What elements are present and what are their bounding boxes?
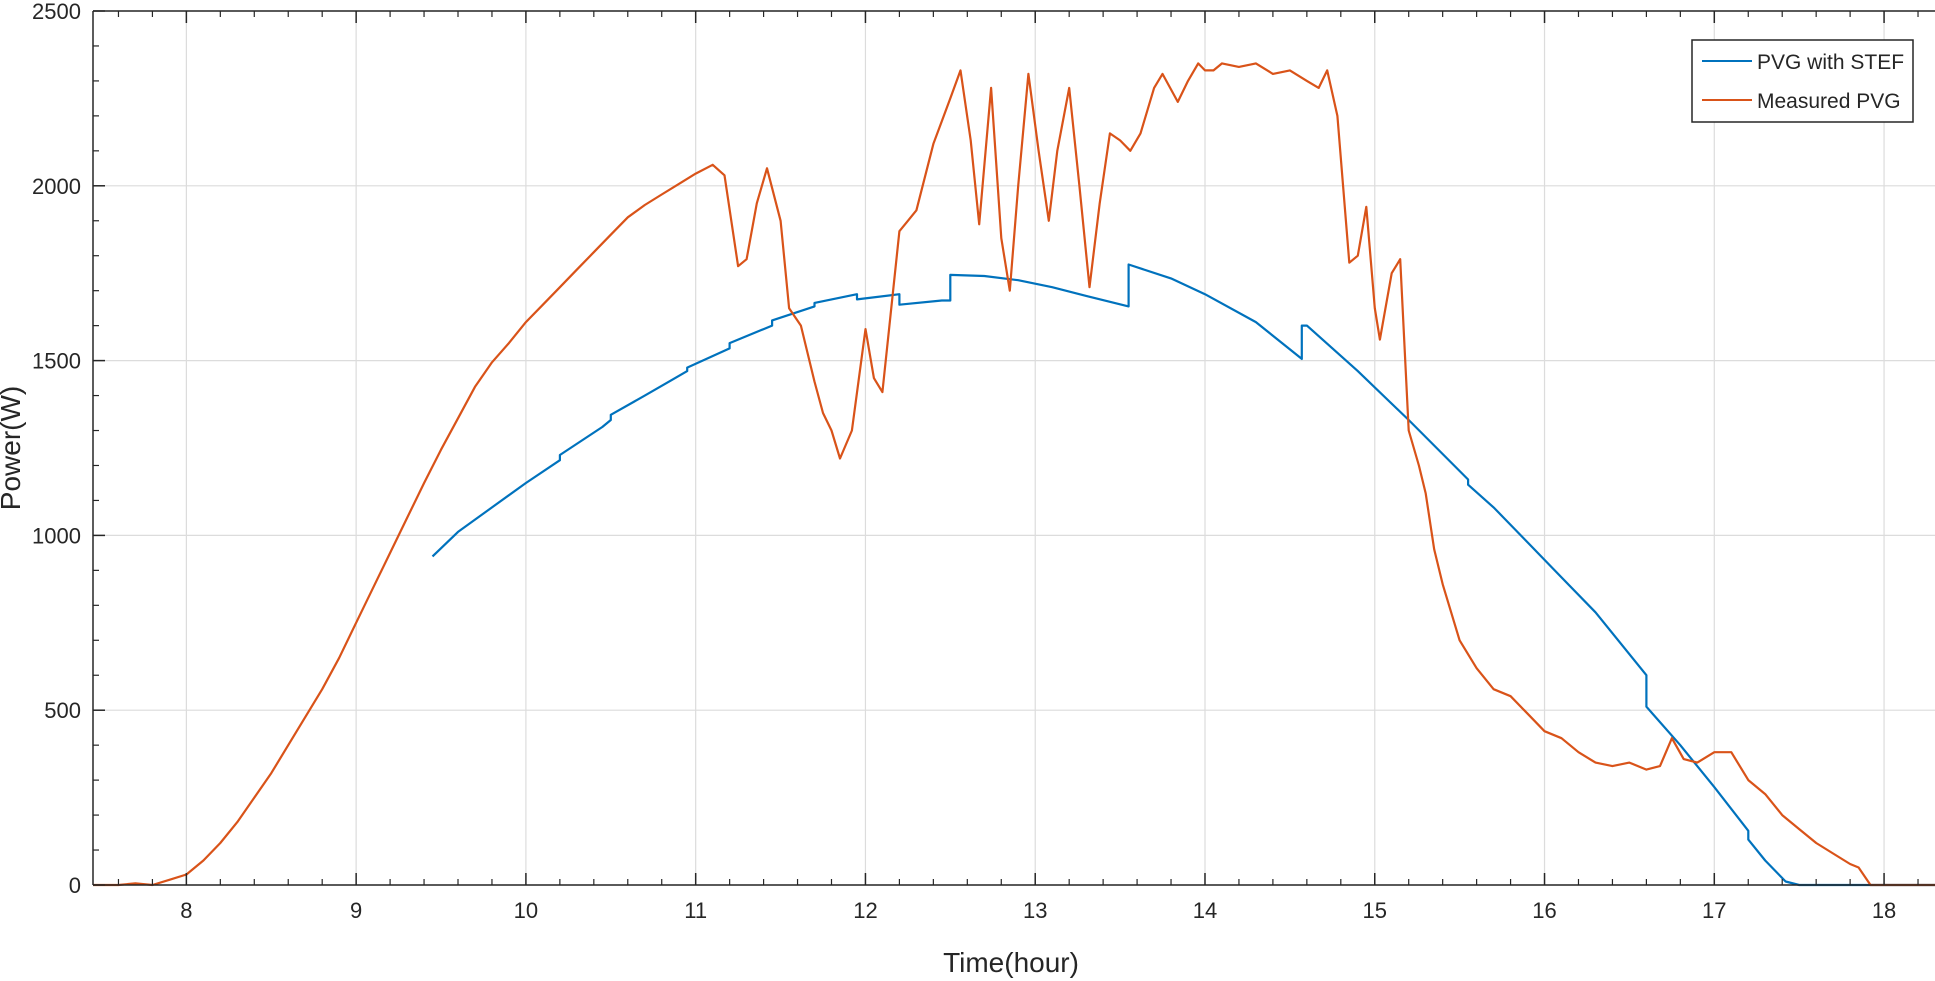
- x-tick-label: 11: [684, 898, 707, 923]
- y-tick-label: 0: [69, 873, 81, 898]
- y-tick-label: 2500: [32, 0, 81, 24]
- x-tick-label: 12: [853, 898, 877, 923]
- legend: PVG with STEF Measured PVG: [1691, 39, 1914, 123]
- x-tick-label: 16: [1532, 898, 1556, 923]
- x-tick-label: 18: [1872, 898, 1896, 923]
- axes: [92, 10, 1935, 886]
- x-tick-label: 10: [514, 898, 538, 923]
- y-tick-label: 500: [44, 698, 81, 723]
- y-axis-label: Power(W): [0, 386, 26, 510]
- legend-label-measured-pvg: Measured PVG: [1757, 90, 1901, 113]
- series-line-1: [93, 62, 1935, 887]
- series-line-0: [431, 263, 1935, 887]
- x-tick-label: 15: [1363, 898, 1387, 923]
- tick-labels: 8 9 10 11 12 13 14 15 16 17 18 0 500 1000 1500 2000 2500: [32, 0, 1896, 923]
- series-layer: [93, 62, 1935, 887]
- legend-box: [1691, 39, 1914, 123]
- x-tick-label: 8: [180, 898, 192, 923]
- plot-area: [93, 11, 1935, 885]
- legend-label-pvg-stef: PVG with STEF: [1757, 51, 1904, 74]
- y-tick-label: 1000: [32, 523, 81, 548]
- y-tick-label: 1500: [32, 349, 81, 374]
- x-axis-label: Time(hour): [943, 947, 1079, 978]
- x-tick-label: 13: [1023, 898, 1047, 923]
- x-tick-label: 9: [350, 898, 362, 923]
- x-tick-label: 14: [1193, 898, 1217, 923]
- x-tick-label: 17: [1702, 898, 1726, 923]
- y-tick-label: 2000: [32, 174, 81, 199]
